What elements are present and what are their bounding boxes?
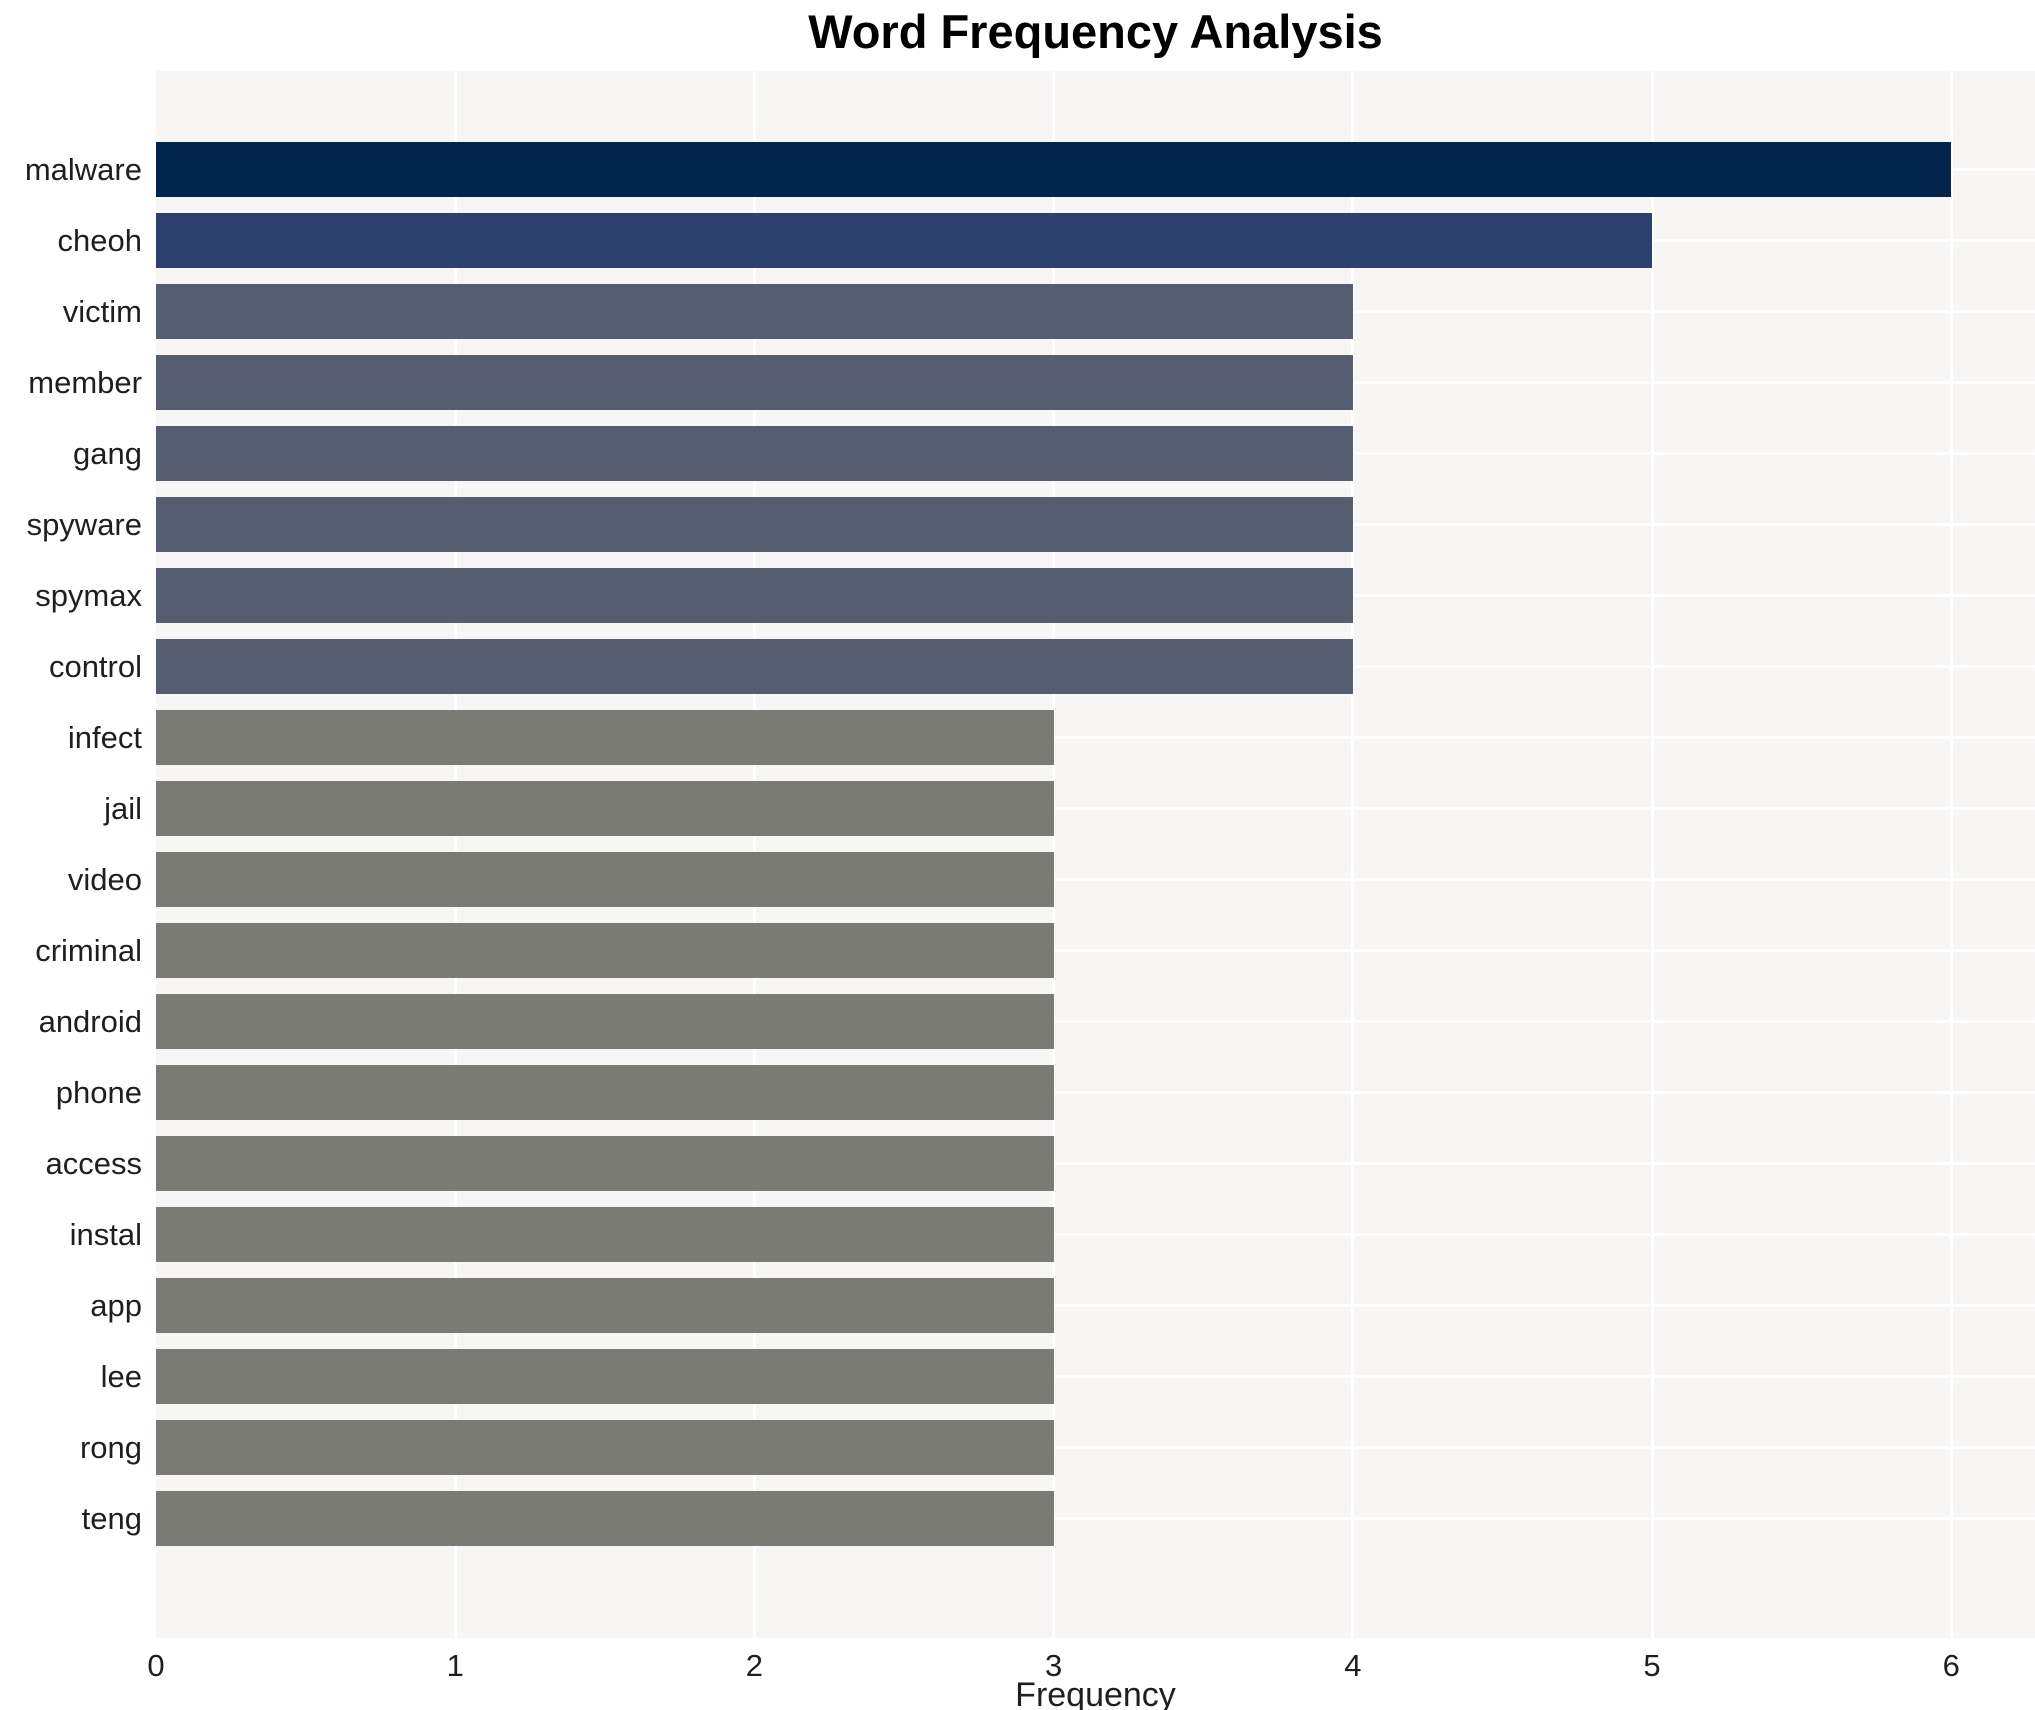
- y-tick-label-video: video: [67, 862, 142, 897]
- y-tick-label-spymax: spymax: [35, 578, 142, 613]
- bar-victim: [156, 284, 1353, 339]
- x-gridline: [1052, 71, 1056, 1638]
- chart-title: Word Frequency Analysis: [808, 5, 1383, 58]
- y-tick-label-member: member: [28, 365, 142, 400]
- plot-area: [156, 71, 2035, 1638]
- bar-access: [156, 1136, 1054, 1191]
- x-axis-ticks: 0 1 2 3 4 5 6: [147, 1648, 2035, 1686]
- y-tick-label-gang: gang: [73, 436, 142, 471]
- bar-lee: [156, 1349, 1054, 1404]
- y-gridline: [156, 1375, 2035, 1378]
- x-axis-title: Frequency: [1015, 1676, 1176, 1710]
- y-tick-label-teng: teng: [81, 1501, 142, 1536]
- y-gridline: [156, 1446, 2035, 1449]
- y-gridline: [156, 807, 2035, 810]
- bar-spymax: [156, 568, 1353, 623]
- y-tick-label-lee: lee: [100, 1359, 142, 1394]
- y-tick-label-jail: jail: [104, 791, 142, 826]
- y-gridline: [156, 1233, 2035, 1236]
- y-gridline: [156, 1517, 2035, 1520]
- y-gridline: [156, 1020, 2035, 1023]
- y-gridline: [156, 1091, 2035, 1094]
- bar-jail: [156, 781, 1054, 836]
- bar-member: [156, 355, 1353, 410]
- x-tick-label-3: 3: [1044, 1648, 1063, 1683]
- bar-gang: [156, 426, 1353, 481]
- bar-cheoh: [156, 213, 1653, 268]
- bar-app: [156, 1278, 1054, 1333]
- y-gridline: [156, 1162, 2035, 1165]
- bar-instal: [156, 1207, 1054, 1262]
- y-gridline: [156, 949, 2035, 952]
- x-tick-label-5: 5: [1643, 1648, 1661, 1683]
- y-tick-label-cheoh: cheoh: [57, 223, 142, 258]
- x-tick-label-2: 2: [745, 1648, 764, 1683]
- bar-spyware: [156, 497, 1353, 552]
- bar-infect: [156, 710, 1054, 765]
- y-tick-label-phone: phone: [55, 1075, 142, 1110]
- y-tick-label-criminal: criminal: [35, 933, 142, 968]
- bar-control: [156, 639, 1353, 694]
- bar-video: [156, 852, 1054, 907]
- y-tick-label-infect: infect: [67, 720, 142, 755]
- bar-teng: [156, 1491, 1054, 1546]
- x-gridline: [1650, 71, 1654, 1638]
- x-tick-label-6: 6: [1942, 1648, 1960, 1683]
- y-tick-label-spyware: spyware: [26, 507, 142, 542]
- bar-phone: [156, 1065, 1054, 1120]
- y-gridline: [156, 878, 2035, 881]
- bar-malware: [156, 142, 1952, 197]
- y-gridline: [156, 736, 2035, 739]
- y-tick-label-android: android: [38, 1004, 142, 1039]
- bar-android: [156, 994, 1054, 1049]
- y-tick-label-access: access: [45, 1146, 142, 1181]
- y-tick-label-app: app: [90, 1288, 142, 1323]
- x-gridline: [1949, 71, 1953, 1638]
- x-tick-label-4: 4: [1344, 1648, 1362, 1683]
- y-tick-label-malware: malware: [24, 152, 142, 187]
- x-gridline: [1351, 71, 1355, 1638]
- x-tick-label-1: 1: [446, 1648, 464, 1683]
- bar-rong: [156, 1420, 1054, 1475]
- y-tick-label-instal: instal: [69, 1217, 142, 1252]
- y-axis-labels: malware cheoh victim member gang spyware spyma…: [0, 71, 142, 1638]
- y-tick-label-rong: rong: [79, 1430, 142, 1465]
- y-gridline: [156, 1304, 2035, 1307]
- x-tick-label-0: 0: [147, 1648, 165, 1683]
- y-tick-label-control: control: [48, 649, 142, 684]
- y-tick-label-victim: victim: [62, 294, 142, 329]
- bar-criminal: [156, 923, 1054, 978]
